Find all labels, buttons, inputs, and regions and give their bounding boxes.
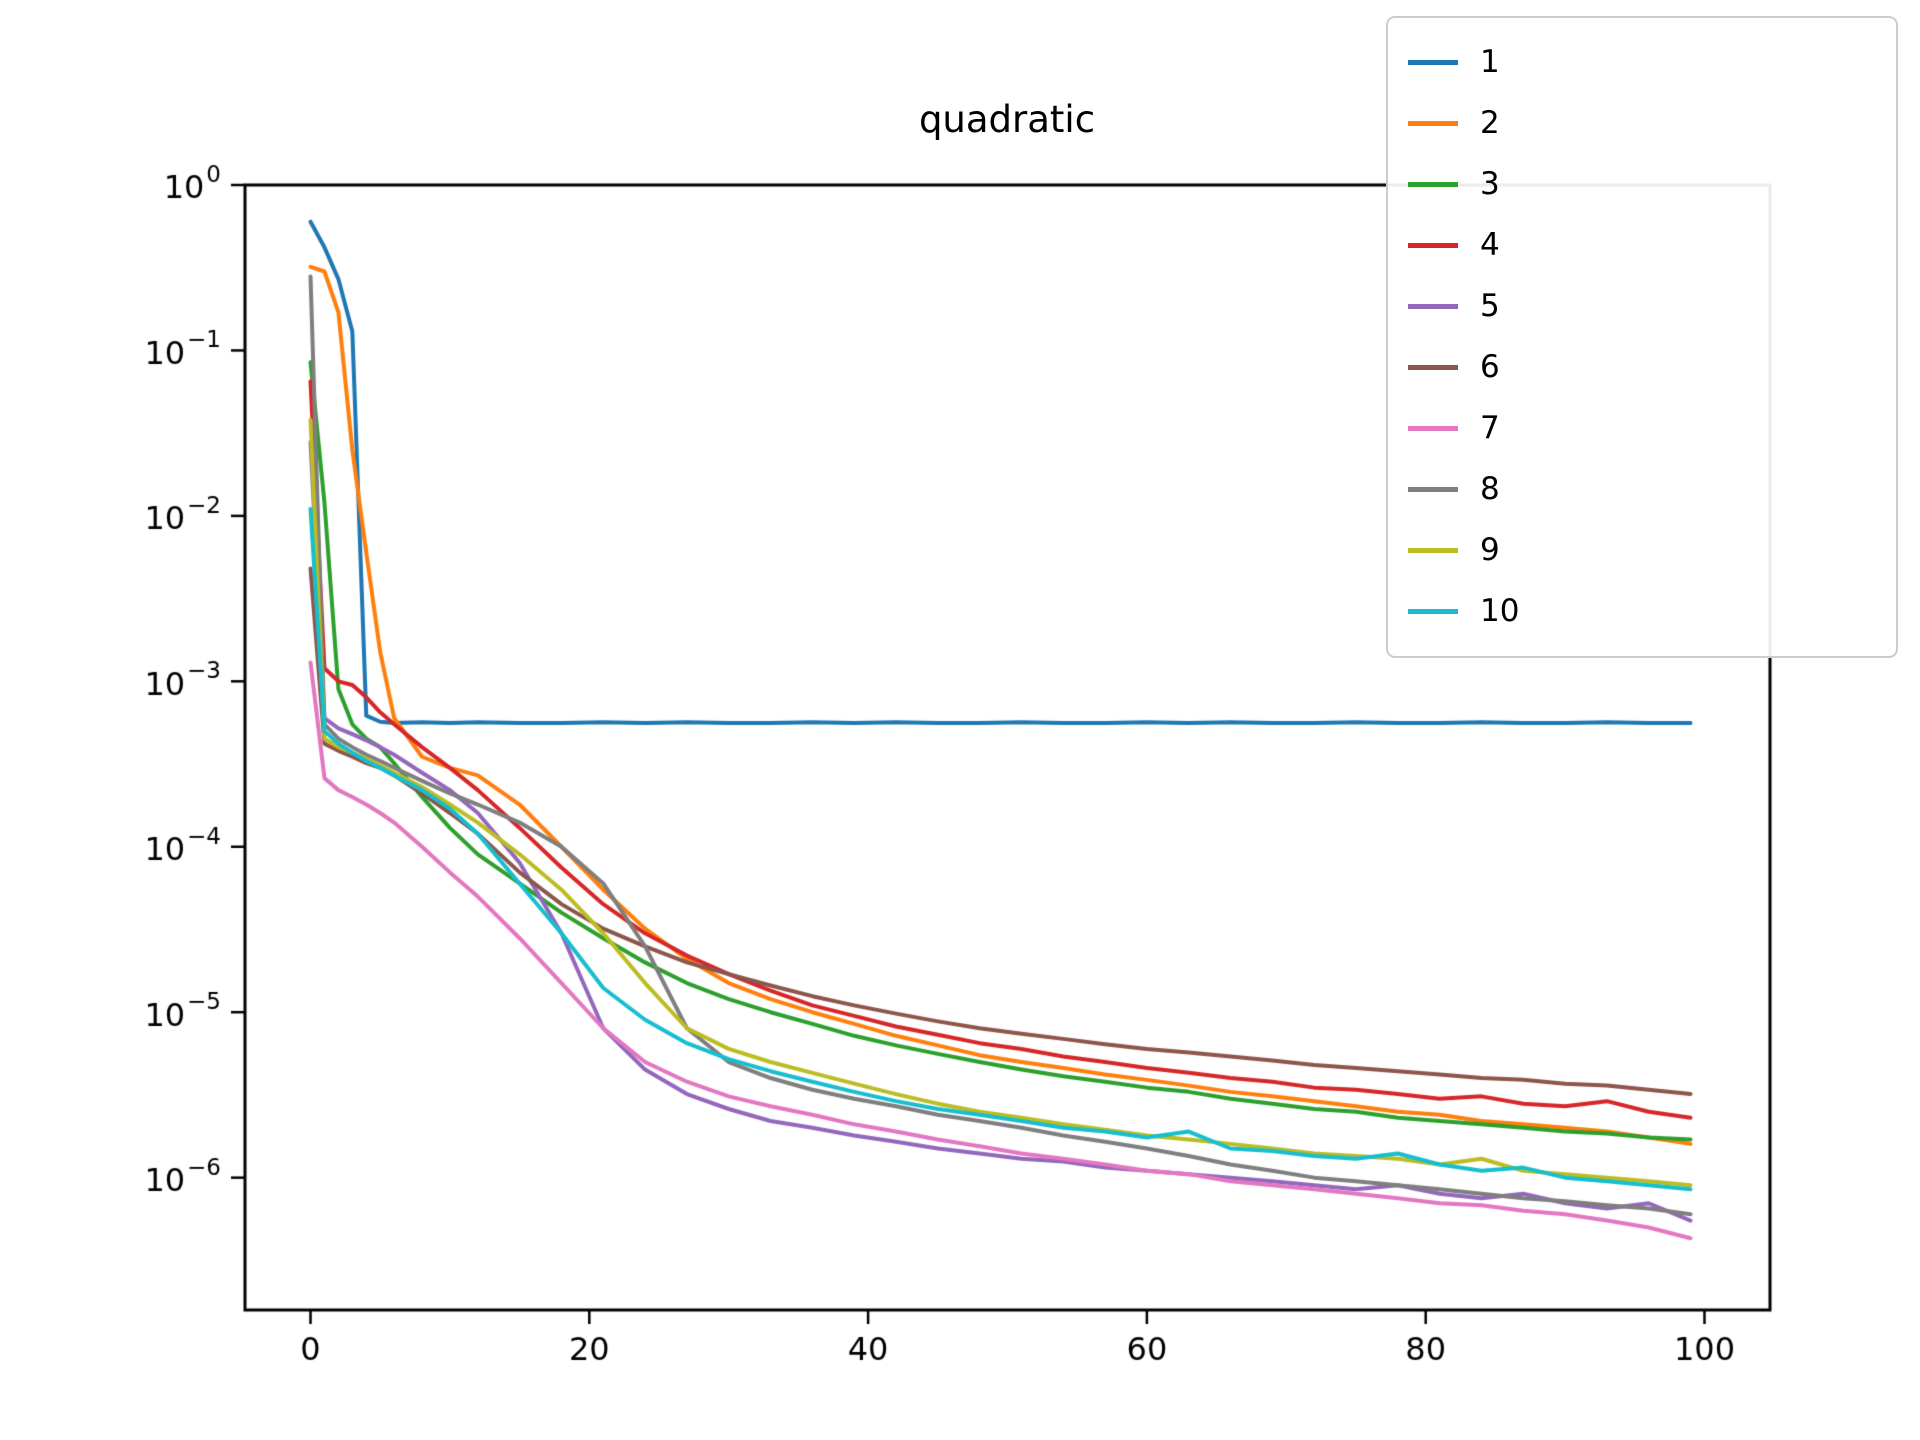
legend-item-9: 9: [1408, 520, 1876, 581]
legend-line-swatch: [1408, 426, 1458, 431]
legend-label: 1: [1480, 44, 1500, 80]
legend-line-swatch: [1408, 121, 1458, 126]
legend-line-swatch: [1408, 609, 1458, 614]
legend-item-10: 10: [1408, 581, 1876, 642]
legend-label: 4: [1480, 227, 1500, 263]
legend-item-6: 6: [1408, 337, 1876, 398]
legend-item-8: 8: [1408, 459, 1876, 520]
legend-label: 9: [1480, 532, 1500, 568]
legend-line-swatch: [1408, 304, 1458, 309]
legend-item-2: 2: [1408, 93, 1876, 154]
legend-line-swatch: [1408, 365, 1458, 370]
legend-item-7: 7: [1408, 398, 1876, 459]
legend-label: 5: [1480, 288, 1500, 324]
legend-item-4: 4: [1408, 215, 1876, 276]
legend-label: 3: [1480, 166, 1500, 202]
legend-label: 10: [1480, 593, 1520, 629]
chart-title: quadratic: [918, 98, 1096, 141]
legend-item-1: 1: [1408, 32, 1876, 93]
legend-item-5: 5: [1408, 276, 1876, 337]
legend-line-swatch: [1408, 60, 1458, 65]
legend: 1 2 3 4 5 6 7 8 9 10: [1386, 16, 1898, 658]
legend-line-swatch: [1408, 243, 1458, 248]
legend-item-3: 3: [1408, 154, 1876, 215]
legend-line-swatch: [1408, 548, 1458, 553]
legend-line-swatch: [1408, 182, 1458, 187]
legend-label: 7: [1480, 410, 1500, 446]
legend-label: 2: [1480, 105, 1500, 141]
legend-label: 8: [1480, 471, 1500, 507]
legend-line-swatch: [1408, 487, 1458, 492]
legend-label: 6: [1480, 349, 1500, 385]
